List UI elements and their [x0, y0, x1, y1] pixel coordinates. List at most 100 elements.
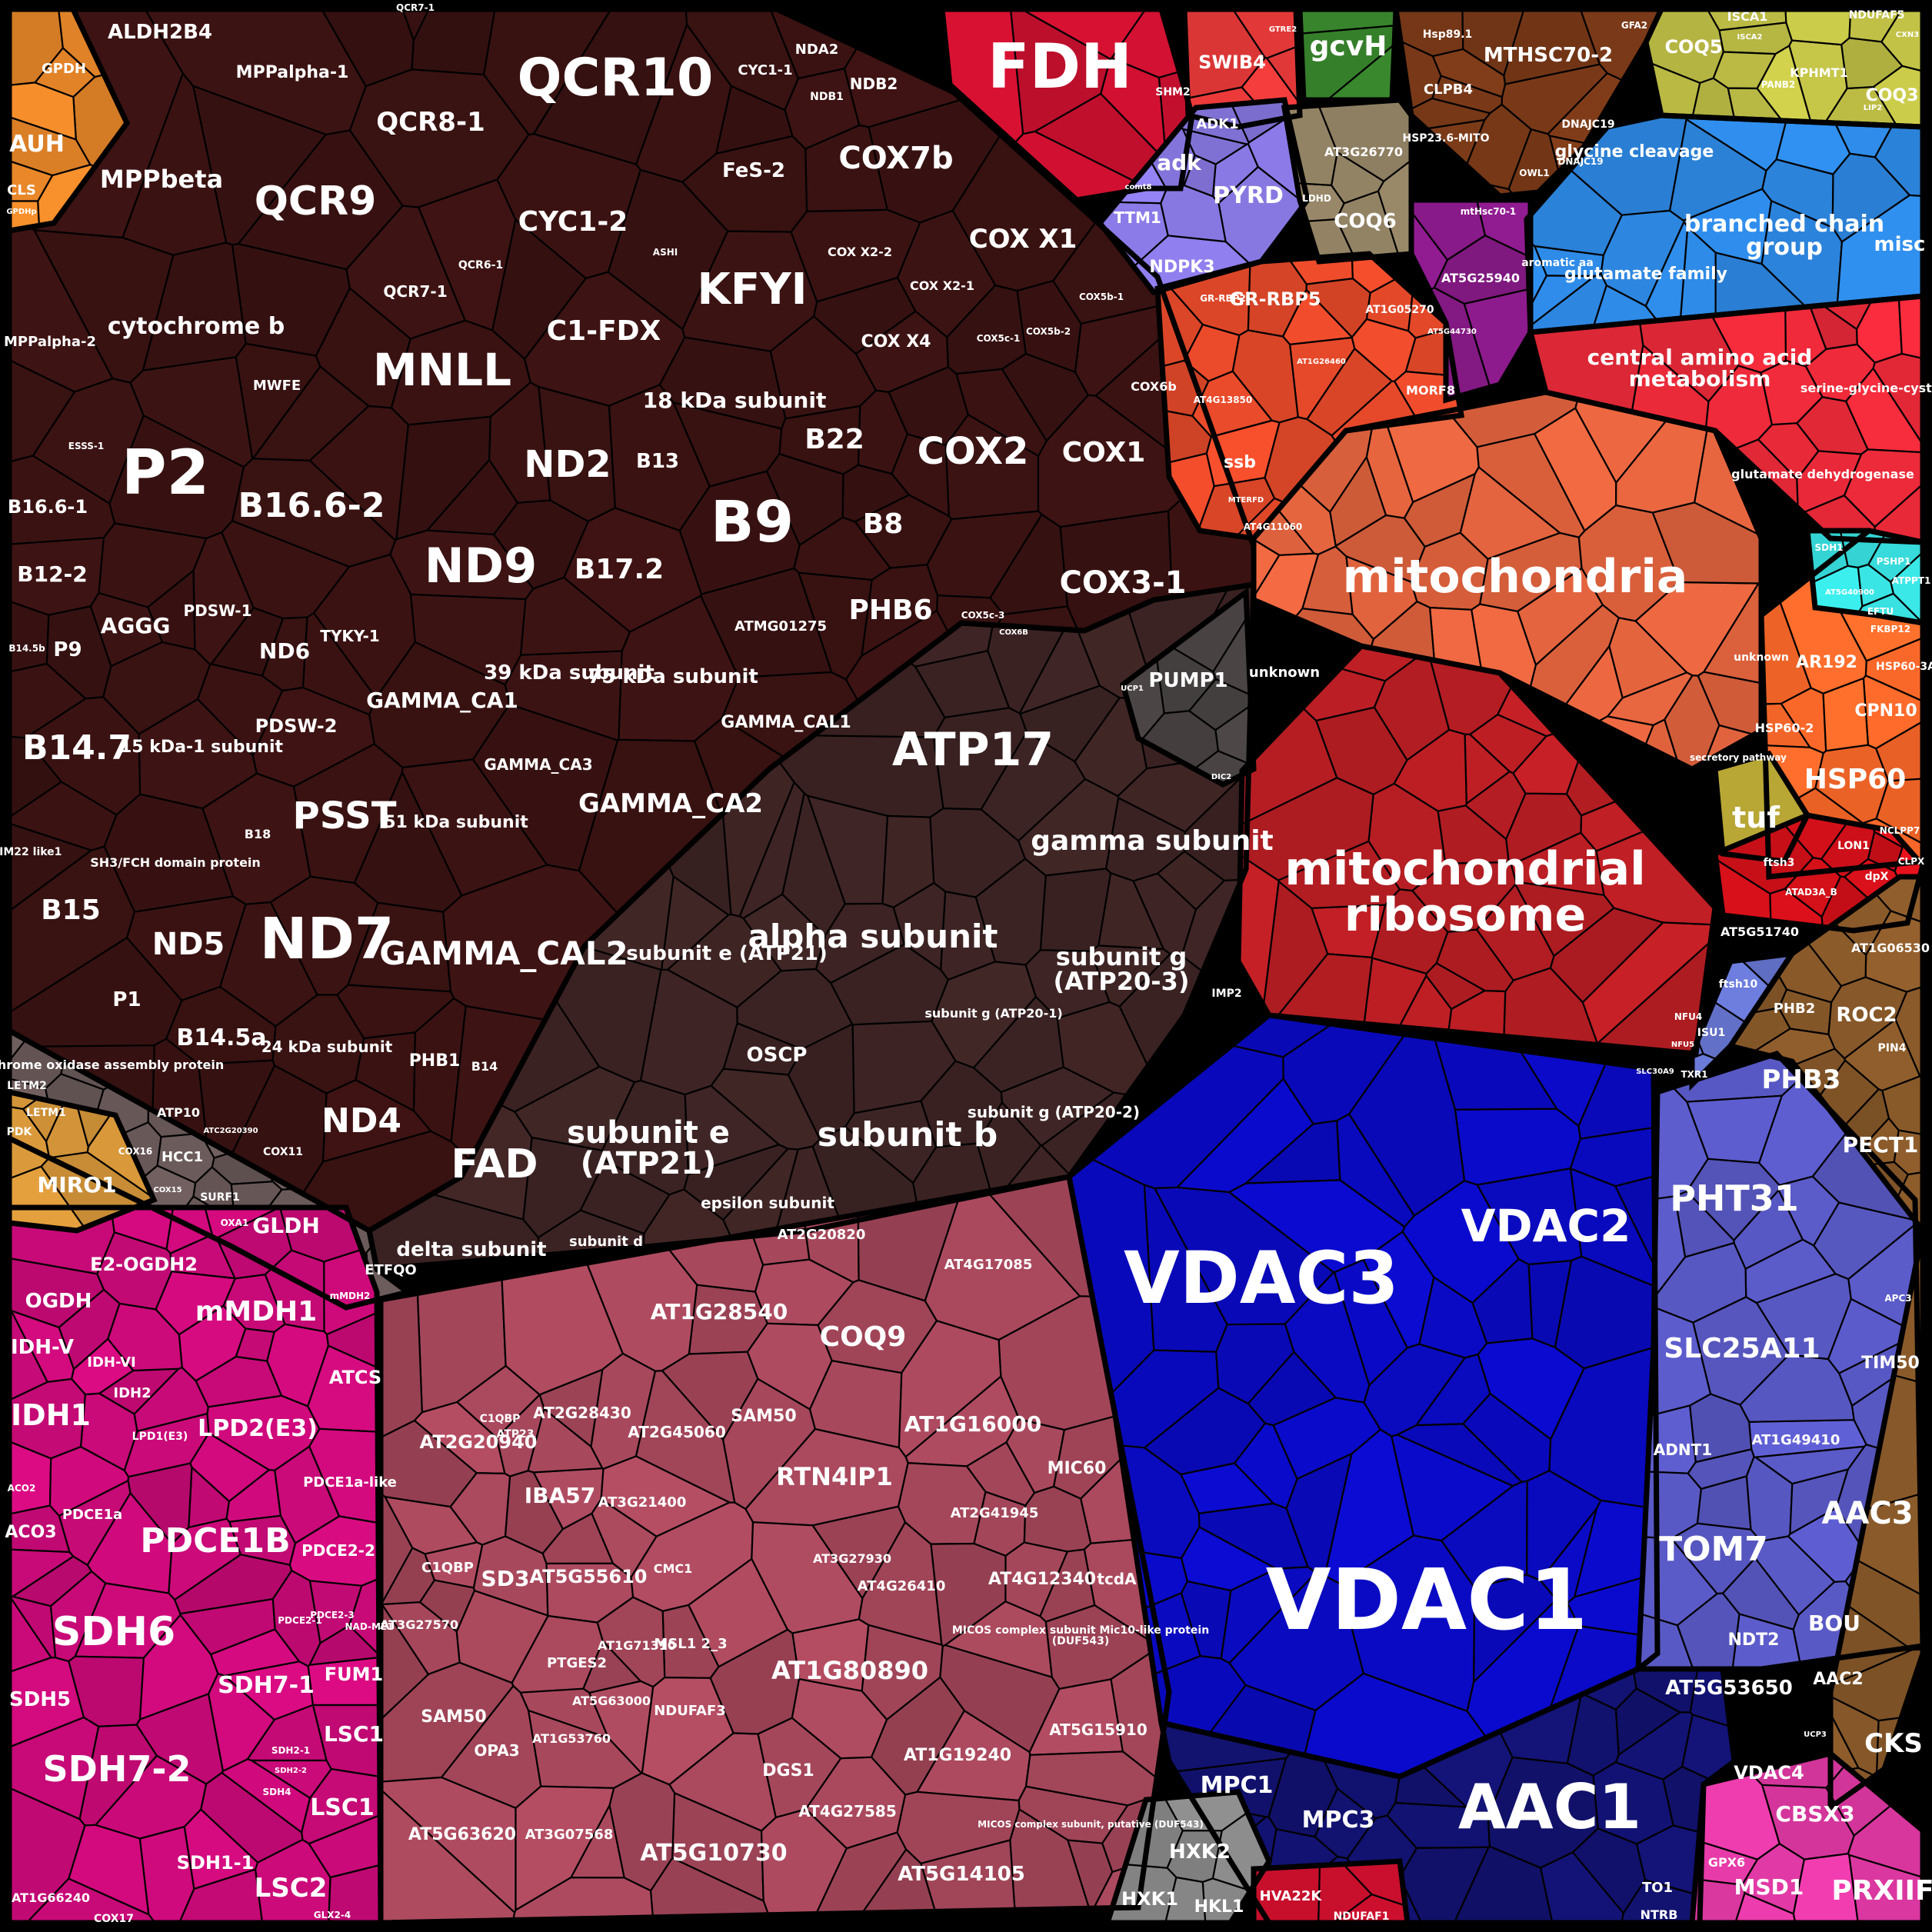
protein-label: AT2G41945 [951, 1505, 1039, 1521]
protein-label: AGGG [101, 613, 171, 638]
protein-label: NDUFAF3 [654, 1703, 726, 1719]
protein-label: subunit d [569, 1234, 643, 1250]
unlabeled-cell [146, 568, 196, 651]
protein-label: AT1G16000 [904, 1411, 1041, 1437]
protein-label: VDAC1 [1266, 1551, 1588, 1649]
protein-label: NTRB [1641, 1907, 1678, 1922]
unlabeled-cell [943, 1601, 1053, 1679]
unlabeled-cell [102, 641, 212, 735]
unlabeled-cell [1465, 103, 1533, 191]
protein-label: AUH [9, 131, 65, 158]
protein-label: PUMP1 [1148, 669, 1227, 692]
protein-label: NDUFAF1 [1334, 1910, 1390, 1923]
protein-label: P9 [53, 638, 82, 661]
protein-label: adk [1157, 150, 1202, 175]
protein-label: SDH5 [9, 1688, 71, 1711]
protein-label: GAMMA_CA1 [366, 688, 518, 713]
protein-label: Hsp89.1 [1423, 28, 1473, 41]
unlabeled-cell [808, 1359, 903, 1449]
protein-label: PDCE2-1 [278, 1615, 321, 1626]
protein-label: ATAD3A_B [1785, 887, 1837, 898]
protein-label: NDUFAF5 [1849, 9, 1905, 22]
protein-label: SDH2-2 [275, 1767, 307, 1775]
protein-label: AT1G80890 [771, 1656, 928, 1685]
protein-label: 51 kDa subunit [384, 813, 528, 832]
protein-label: FUM1 [325, 1664, 383, 1685]
protein-label: B18 [245, 827, 271, 841]
unlabeled-cell [1897, 295, 1924, 360]
protein-label: GLDH [252, 1213, 320, 1238]
unlabeled-cell [608, 1772, 676, 1892]
unlabeled-cell [926, 510, 1043, 599]
protein-label: SH3/FCH domain protein [90, 855, 261, 870]
protein-label: NDT2 [1728, 1631, 1780, 1650]
protein-label: AT5G53650 [1665, 1677, 1793, 1700]
protein-label: GPX6 [1708, 1855, 1745, 1870]
protein-label: HCC1 [162, 1149, 203, 1165]
protein-label: LPD2(E3) [198, 1415, 318, 1442]
protein-label: PHB3 [1762, 1064, 1841, 1095]
protein-label: ATPPT1 [1892, 575, 1931, 586]
protein-label: ADK1 [1196, 116, 1238, 132]
protein-label: TO1 [1642, 1880, 1673, 1896]
protein-label: GAMMA_CAL1 [721, 713, 851, 732]
protein-label: AT5G10730 [640, 1840, 787, 1867]
unlabeled-cell [974, 858, 1047, 966]
protein-label: subunit g (ATP20-1) [924, 1006, 1062, 1021]
unlabeled-cell [1345, 555, 1418, 641]
protein-label: COQ9 [820, 1321, 907, 1353]
protein-label: HKL1 [1194, 1897, 1244, 1917]
protein-label: MNLL [373, 344, 511, 396]
protein-label: CBSX3 [1775, 1801, 1854, 1827]
protein-label: SDH6 [52, 1609, 175, 1655]
unlabeled-cell [1228, 1571, 1365, 1712]
protein-label: PRXIIF [1831, 1875, 1932, 1907]
protein-label: AT1G05270 [1365, 304, 1434, 316]
protein-label: CPN10 [1854, 701, 1917, 721]
protein-label: QCR6-1 [458, 259, 503, 271]
protein-label: AT5G14105 [898, 1863, 1025, 1886]
protein-label: VDAC2 [1461, 1200, 1631, 1252]
protein-label: subunit g (ATP20-2) [968, 1103, 1140, 1121]
unlabeled-cell [1277, 483, 1337, 555]
protein-label: cytochrome oxidase assembly protein [0, 1058, 224, 1072]
protein-label: QCR9 [255, 178, 377, 225]
unlabeled-cell [541, 1512, 615, 1565]
protein-label: NFU4 [1674, 1011, 1702, 1022]
protein-label: MPC3 [1302, 1807, 1375, 1834]
unlabeled-cell [519, 1687, 610, 1740]
protein-label: LSC1 [310, 1794, 375, 1821]
protein-label: ETFQO [365, 1262, 416, 1278]
protein-label: COQ3 [1866, 86, 1919, 105]
protein-label: P2 [122, 437, 209, 508]
protein-label: PDSW-1 [183, 601, 251, 620]
protein-label: AT4G13850 [1194, 395, 1253, 405]
protein-label: COX X4 [861, 332, 931, 351]
protein-label: B17.2 [575, 554, 664, 585]
protein-label: AT3G27570 [380, 1617, 458, 1632]
protein-label: ESSS-1 [68, 441, 104, 451]
unlabeled-cell [1784, 8, 1852, 46]
unlabeled-cell [1533, 407, 1617, 532]
protein-label: AT3G27930 [813, 1551, 891, 1566]
protein-label: OWL1 [1519, 168, 1549, 178]
protein-label: PDCE1B [140, 1521, 290, 1561]
unlabeled-cell [1510, 831, 1605, 897]
protein-label: misc [1874, 233, 1926, 256]
unlabeled-cell [892, 881, 947, 971]
unlabeled-cell [1393, 728, 1467, 812]
protein-label: ADNT1 [1654, 1441, 1712, 1459]
protein-label: ND6 [259, 638, 310, 664]
protein-label: COQ5 [1664, 36, 1722, 58]
unlabeled-cell [1331, 151, 1385, 205]
unlabeled-cell [1721, 1557, 1800, 1631]
group-region-isu [1689, 950, 1798, 1091]
unlabeled-cell [155, 1271, 237, 1336]
protein-label: B9 [711, 489, 794, 555]
protein-label: PTGES2 [547, 1655, 607, 1671]
protein-label: COX X1 [969, 224, 1078, 255]
protein-label: AT5G51740 [1720, 924, 1799, 939]
protein-label: DNAJC19 [1557, 156, 1603, 167]
protein-label: CXN3 [1896, 31, 1919, 39]
